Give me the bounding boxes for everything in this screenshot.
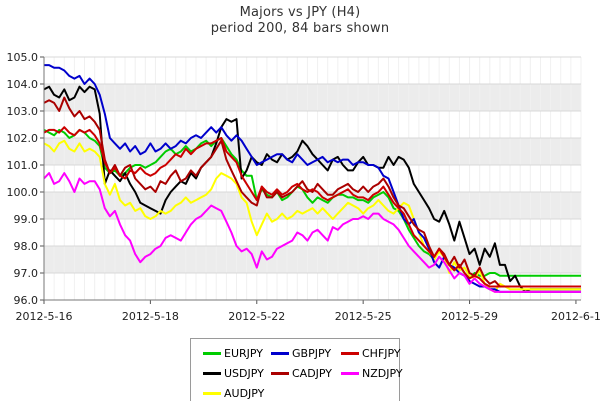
x-tick-label: 2012-5-29 [441, 310, 498, 323]
grid-band [44, 84, 581, 111]
x-tick-label: 2012-5-25 [335, 310, 392, 323]
legend-label: GBPJPY [292, 347, 332, 360]
series-line-nzdjpy [43, 172, 581, 293]
grid-band [44, 138, 581, 165]
y-tick-label: 100.0 [7, 186, 39, 199]
y-tick-label: 104.0 [7, 78, 39, 91]
y-tick-label: 98.0 [14, 240, 39, 253]
series-line-chfjpy [43, 126, 581, 288]
y-tick-label: 105.0 [7, 51, 39, 64]
grid-band [44, 246, 581, 273]
x-tick-label: 2012-5-22 [228, 310, 285, 323]
y-tick-label: 103.0 [7, 105, 39, 118]
legend-label: NZDJPY [362, 367, 403, 380]
legend-item-audjpy: AUDJPY [203, 387, 264, 400]
y-tick-labels: 96.0 97.0 98.0 99.0 100.0 101.0 102.0 103.0 104.… [7, 51, 39, 307]
y-tick-label: 99.0 [14, 213, 39, 226]
x-tick-label: 2012-5-18 [122, 310, 179, 323]
x-tick-labels: 2012-5-16 2012-5-18 2012-5-22 2012-5-25 2012… [16, 310, 600, 323]
legend-item-nzdjpy: NZDJPY [341, 367, 403, 380]
legend-label: EURJPY [224, 347, 263, 360]
y-tick-label: 97.0 [14, 267, 39, 280]
legend-swatch [341, 352, 359, 355]
legend-swatch [271, 372, 289, 375]
x-tick-label: 2012-5-16 [16, 310, 73, 323]
x-tick-label: 2012-6-1 [551, 310, 600, 323]
legend-swatch [341, 372, 359, 375]
legend-item-chfjpy: CHFJPY [341, 347, 401, 360]
legend-label: AUDJPY [224, 387, 265, 400]
legend-label: CHFJPY [362, 347, 401, 360]
y-tick-label: 101.0 [7, 159, 39, 172]
legend-label: CADJPY [292, 367, 333, 380]
y-tick-label: 102.0 [7, 132, 39, 145]
series-line-usdjpy [43, 85, 581, 293]
chart-subtitle: period 200, 84 bars shown [210, 21, 390, 36]
legend-item-eurjpy: EURJPY [203, 347, 263, 360]
legend-swatch [203, 352, 221, 355]
axes [40, 56, 581, 304]
y-tick-label: 96.0 [14, 294, 39, 307]
legend-swatch [271, 352, 289, 355]
legend-item-gbpjpy: GBPJPY [271, 347, 331, 360]
legend: EURJPY GBPJPY CHFJPY USDJPY CADJPY NZDJPY AUDJ… [190, 338, 403, 401]
legend-swatch [203, 392, 221, 395]
chart-title: Majors vs JPY (H4) [239, 5, 361, 20]
series-line-cadjpy [43, 96, 581, 288]
legend-swatch [203, 372, 221, 375]
legend-item-cadjpy: CADJPY [271, 367, 332, 380]
series-lines [43, 64, 581, 293]
grid-band [44, 192, 581, 219]
series-line-eurjpy [43, 128, 581, 280]
legend-label: USDJPY [224, 367, 264, 380]
legend-item-usdjpy: USDJPY [203, 367, 264, 380]
